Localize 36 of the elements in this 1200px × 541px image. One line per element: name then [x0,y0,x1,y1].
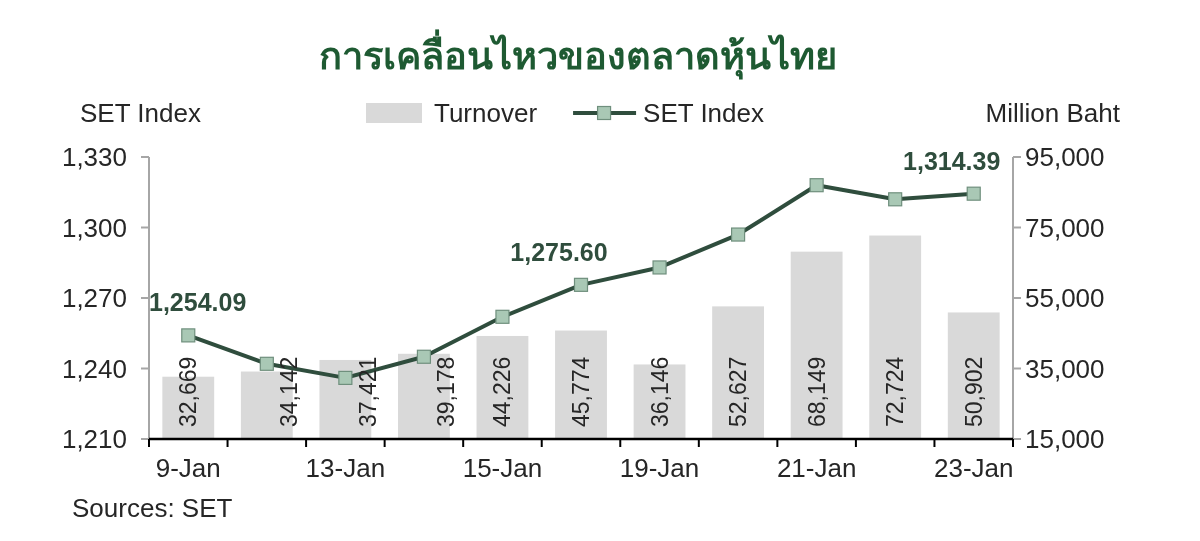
ylabel: SET Index [80,98,201,128]
ytick: 1,210 [61,424,127,454]
title: การเคลื่อนไหวของตลาดหุ้นไทย [319,24,837,88]
xtick: 21-Jan [776,453,857,483]
annotation: Sources: SET [72,493,233,523]
xtick: 13-Jan [305,453,386,483]
xtick: 9-Jan [155,453,221,483]
xtick: 23-Jan [934,453,1014,483]
xtick: 19-Jan [619,453,700,483]
bar-label: 37,421 [354,356,381,427]
bar-label: 34,142 [276,356,303,427]
legend-label: Turnover [434,98,538,128]
bar-label: 32,669 [175,356,202,427]
line-label: 1,254.09 [149,288,247,317]
bar-label: 45,774 [568,356,594,427]
y2tick: 15,000 [1025,424,1105,454]
bar-label: 39,178 [433,356,460,427]
line-label: 1,275.60 [510,237,608,266]
bar-label: 68,149 [803,356,830,427]
bar-label: 44,226 [489,356,516,427]
y2tick: 95,000 [1025,142,1105,172]
ytick: 1,330 [61,142,127,172]
bar-label: 72,724 [882,356,909,427]
bar-label: 36,146 [646,356,673,427]
y2tick: 75,000 [1025,212,1105,243]
legend-label: SET Index [643,98,764,128]
ytick: 1,270 [61,283,127,313]
y2label: Million Baht [985,98,1120,128]
line-label: 1,314.39 [903,146,1001,175]
bar-label: 50,902 [960,356,987,427]
bar-label: 52,627 [725,356,752,427]
ytick: 1,300 [61,212,127,243]
xtick: 15-Jan [462,453,543,483]
y2tick: 35,000 [1025,353,1105,384]
ytick: 1,240 [61,353,127,384]
y2tick: 55,000 [1025,283,1105,313]
